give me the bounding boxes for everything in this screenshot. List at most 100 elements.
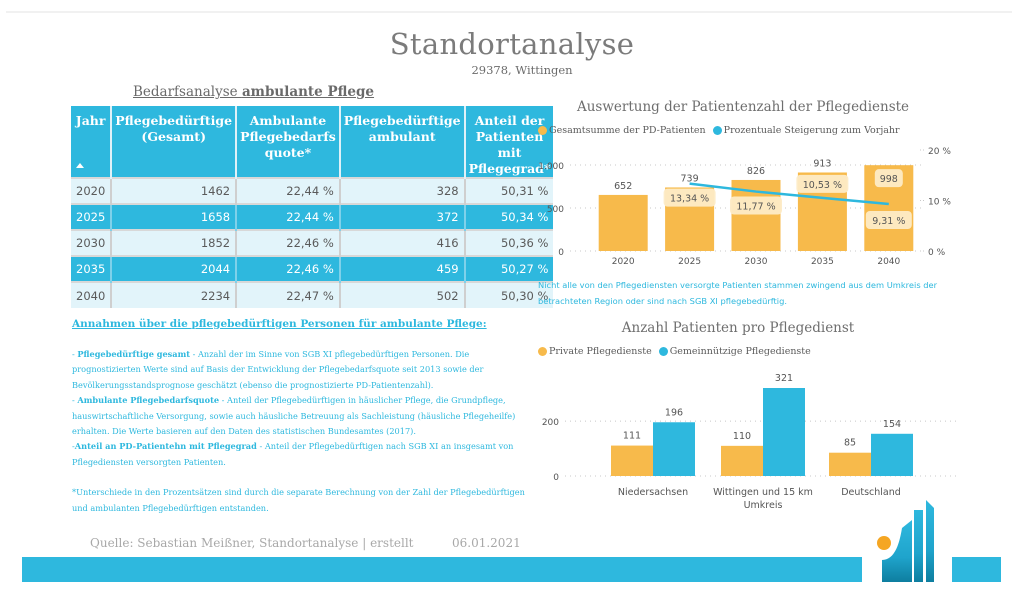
legend-dot-orange-icon <box>538 126 547 135</box>
line-value-label: 9,31 % <box>872 216 905 227</box>
cell-total: 2234 <box>111 281 238 308</box>
table-row: 2020 1462 22,44 % 328 50,31 % <box>71 177 554 204</box>
cell-share: 50,31 % <box>464 177 554 204</box>
assumption-item: - Ambulante Pflegebedarfsquote - Anteil … <box>72 395 516 437</box>
legend-item-nonprofit[interactable]: Gemeinnützige Pflegedienste <box>658 346 811 357</box>
logo-bar-1 <box>914 510 923 582</box>
bar-value-label: 321 <box>775 373 793 384</box>
cell-quote: 22,46 % <box>236 255 341 282</box>
x-tick-label: 2030 <box>745 257 768 267</box>
column-header-year[interactable]: Jahr <box>71 106 113 178</box>
legend-item-private[interactable]: Private Pflegedienste <box>538 346 652 357</box>
chart2-title: Anzahl Patienten pro Pflegedienst <box>621 320 855 336</box>
legend-dot-orange-icon <box>538 347 547 356</box>
section-title-prefix: Bedarfsanalyse <box>133 84 242 100</box>
assumption-item: -Anteil an PD-Patientehn mit Pflegegrad … <box>72 441 514 467</box>
x-tick-label: 2035 <box>811 257 834 267</box>
bar-gemeinnützige <box>871 433 913 476</box>
cell-year: 2020 <box>71 177 113 204</box>
bar-value-label: 154 <box>883 419 901 430</box>
growth-line <box>689 182 889 206</box>
line-value-label: 10,53 % <box>803 180 842 191</box>
chart1-title: Auswertung der Patientenzahl der Pfleged… <box>576 99 910 115</box>
y-left-tick-label: 500 <box>547 205 564 215</box>
logo-dot-icon <box>877 536 891 550</box>
cell-ambulant: 502 <box>339 281 466 308</box>
x-tick-label: Deutschland <box>841 487 901 498</box>
column-header-total[interactable]: Pflegebedürftige (Gesamt) <box>111 106 238 178</box>
line-value-label-bg <box>663 188 716 207</box>
x-tick-label: 2020 <box>612 257 635 267</box>
chart1-legend: Gesamtsumme der PD-Patienten Prozentuale… <box>538 125 904 136</box>
assumption-term: Pflegebedürftige gesamt <box>77 349 191 359</box>
assumption-item: - Pflegebedürftige gesamt - Anzahl der i… <box>72 349 484 390</box>
cell-year: 2035 <box>71 255 113 282</box>
y-tick-label: 200 <box>542 418 559 428</box>
cell-ambulant: 459 <box>339 255 466 282</box>
bar-private <box>611 445 653 476</box>
bar-value-label: 998 <box>880 174 898 185</box>
cell-total: 1658 <box>111 203 238 230</box>
chart1-note: Nicht alle von den Pflegediensten versor… <box>538 280 938 306</box>
cell-share: 50,34 % <box>464 203 554 230</box>
logo-bar-2 <box>926 500 934 582</box>
section-title-bold: ambulante Pflege <box>241 84 375 100</box>
footer-bar-right <box>952 557 1001 582</box>
page-subtitle: 29378, Wittingen <box>471 63 573 77</box>
cell-total: 1852 <box>111 229 238 256</box>
bar-value-label-bg <box>874 169 903 188</box>
y-right-tick-label: 20 % <box>928 147 951 157</box>
x-tick-label: Umkreis <box>744 500 783 511</box>
assumption-term: Anteil an PD-Patientehn mit Pflegegrad <box>74 441 257 452</box>
bar-value-label: 826 <box>747 166 765 177</box>
line-value-label-bg <box>730 196 782 215</box>
section-title: Bedarfsanalyse ambulante Pflege <box>133 84 374 100</box>
bar-value-label: 111 <box>623 431 641 442</box>
y-tick-label: 0 <box>553 473 559 483</box>
assumption-term: Ambulante Pflegebedarfsquote <box>77 395 220 406</box>
line-value-label: 13,34 % <box>670 194 709 205</box>
line-value-label: 11,77 % <box>736 202 775 213</box>
cell-share: 50,30 % <box>464 281 554 308</box>
cell-total: 1462 <box>111 177 238 204</box>
bar-value-label: 110 <box>733 431 751 442</box>
legend-item-total[interactable]: Gesamtsumme der PD-Patienten <box>538 125 706 136</box>
x-tick-label: 2040 <box>877 257 900 267</box>
sort-ascending-icon[interactable] <box>76 163 84 168</box>
x-tick-label: 2025 <box>678 257 701 267</box>
bar-value-label: 739 <box>681 173 699 184</box>
table-row: 2030 1852 22,46 % 416 50,36 % <box>71 229 554 256</box>
y-left-tick-label: 0 <box>558 248 564 258</box>
cell-ambulant: 416 <box>339 229 466 256</box>
legend-item-growth[interactable]: Prozentuale Steigerung zum Vorjahr <box>712 125 900 136</box>
cell-quote: 22,47 % <box>236 281 341 308</box>
bar-gemeinnützige <box>653 422 695 476</box>
bar-2020 <box>598 194 648 251</box>
cell-ambulant: 372 <box>339 203 466 230</box>
services-chart: 0 200 111 196 Niedersachsen 110 321 Wittingen u… <box>542 373 960 511</box>
bar-value-label: 85 <box>844 438 856 449</box>
cell-ambulant: 328 <box>339 177 466 204</box>
legend-dot-blue-icon <box>712 126 722 135</box>
table-row: 2040 2234 22,47 % 502 50,30 % <box>71 281 554 308</box>
company-logo <box>877 500 934 582</box>
table-row: 2035 2044 22,46 % 459 50,27 % <box>71 255 554 282</box>
chart2-legend: Private Pflegedienste Gemeinnützige Pfle… <box>538 346 815 357</box>
x-tick-label: Wittingen und 15 km <box>713 487 813 498</box>
cell-quote: 22,44 % <box>236 203 341 230</box>
column-header-ambulant-quote[interactable]: Ambulante Pflegebedarfs quote* <box>236 106 341 178</box>
table-row: 2025 1658 22,44 % 372 50,34 % <box>71 203 554 230</box>
patients-chart: 0 500 1.000 0 % 10 % 20 % 2020 652 2025 739 2030 82… <box>538 147 951 267</box>
bar-value-label: 652 <box>614 181 632 192</box>
bar-private <box>721 445 763 476</box>
cell-share: 50,27 % <box>464 255 554 282</box>
y-right-tick-label: 0 % <box>928 248 946 258</box>
needs-analysis-table: Jahr Pflegebedürftige (Gesamt) Ambulante… <box>71 106 554 308</box>
bar-private <box>829 452 871 476</box>
cell-quote: 22,46 % <box>236 229 341 256</box>
column-header-care-grade-share[interactable]: Anteil der Patienten mit Pflegegrad* <box>464 106 554 178</box>
line-value-label-bg <box>865 210 912 229</box>
cell-year: 2040 <box>71 281 113 308</box>
column-header-ambulant[interactable]: Pflegebedürftige ambulant <box>339 106 466 178</box>
cell-year: 2025 <box>71 203 113 230</box>
